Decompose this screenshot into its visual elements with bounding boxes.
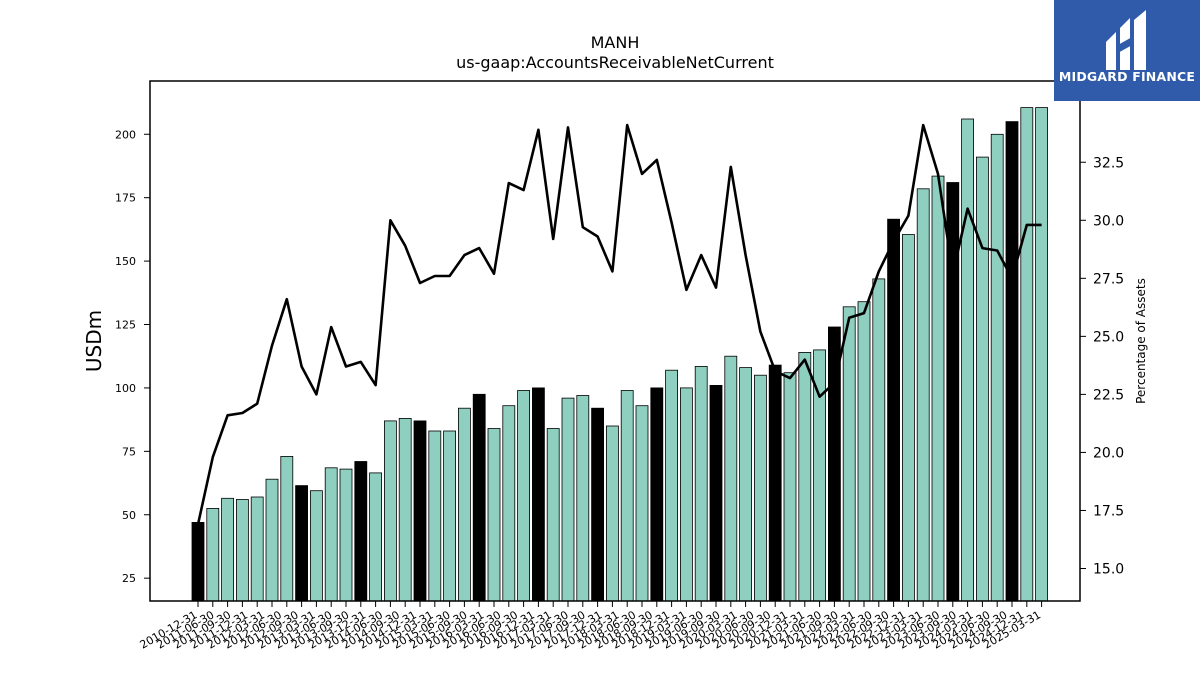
y-axis-left: 25 50 75 100 125 150 175 200 bbox=[115, 128, 150, 585]
bar bbox=[502, 405, 516, 602]
bar bbox=[383, 420, 397, 602]
y-tick-label: 75 bbox=[122, 445, 136, 458]
bar bbox=[872, 278, 886, 602]
y-tick-label: 175 bbox=[115, 192, 136, 205]
bar bbox=[191, 522, 205, 602]
bar bbox=[354, 461, 368, 602]
y-axis-label: USDm bbox=[82, 310, 106, 372]
y2-tick-label: 30.0 bbox=[1093, 213, 1124, 229]
bar bbox=[783, 372, 797, 602]
bar bbox=[472, 393, 486, 602]
bar bbox=[620, 390, 634, 602]
bar bbox=[487, 428, 501, 602]
bar bbox=[576, 395, 590, 602]
bar bbox=[680, 387, 693, 602]
bar bbox=[546, 428, 560, 602]
bar bbox=[309, 490, 323, 602]
bar-group bbox=[191, 107, 1048, 602]
bar bbox=[887, 218, 900, 602]
y-tick-label: 200 bbox=[115, 128, 136, 141]
bar bbox=[280, 455, 294, 602]
y-axis-right: 15.0 17.5 20.0 22.5 25.0 27.5 30.0 32.5 bbox=[1080, 155, 1124, 578]
bar bbox=[724, 355, 738, 602]
bar bbox=[798, 351, 812, 602]
bar bbox=[561, 397, 575, 602]
bar bbox=[398, 417, 412, 602]
plot-frame bbox=[149, 80, 1081, 602]
bar bbox=[1035, 107, 1048, 602]
bar bbox=[1005, 121, 1019, 602]
y-tick-label: 100 bbox=[115, 382, 136, 395]
bar bbox=[606, 425, 619, 602]
y2-tick-label: 27.5 bbox=[1093, 271, 1124, 287]
bar bbox=[694, 365, 708, 602]
bar bbox=[428, 430, 442, 602]
y2-axis-label: Percentage of Assets bbox=[1134, 278, 1148, 404]
bar bbox=[324, 467, 338, 602]
percentage-line bbox=[196, 123, 1042, 525]
bar bbox=[976, 156, 989, 602]
bar bbox=[443, 430, 457, 602]
bar bbox=[1020, 107, 1034, 602]
bar bbox=[206, 507, 220, 602]
y-tick-label: 50 bbox=[122, 509, 136, 522]
y-tick-label: 125 bbox=[115, 319, 136, 332]
y2-tick-label: 32.5 bbox=[1093, 155, 1124, 171]
y2-tick-label: 17.5 bbox=[1093, 503, 1124, 519]
bar bbox=[413, 420, 427, 602]
y-tick-label: 150 bbox=[115, 255, 136, 268]
bar bbox=[709, 384, 723, 602]
y2-tick-label: 22.5 bbox=[1093, 387, 1124, 403]
bar bbox=[857, 301, 871, 602]
bar bbox=[754, 374, 767, 602]
bar bbox=[339, 468, 353, 602]
bar bbox=[457, 407, 471, 602]
bar bbox=[517, 390, 530, 602]
bar bbox=[591, 407, 604, 602]
logo-text: MIDGARD FINANCE bbox=[1058, 69, 1196, 84]
bar bbox=[961, 118, 974, 602]
bar bbox=[250, 496, 264, 602]
bar bbox=[650, 387, 664, 602]
logo-mark-icon bbox=[1106, 10, 1146, 70]
bar bbox=[931, 175, 945, 602]
bar bbox=[635, 405, 649, 602]
bar bbox=[295, 485, 309, 602]
x-axis: 2010-12-312011-06-302011-09-302011-12-31… bbox=[138, 601, 1043, 652]
bar bbox=[265, 478, 279, 602]
bar bbox=[768, 364, 782, 602]
bar bbox=[842, 306, 856, 602]
y-tick-label: 25 bbox=[122, 572, 136, 585]
bar bbox=[532, 387, 545, 602]
chart-subtitle: us-gaap:AccountsReceivableNetCurrent bbox=[456, 53, 774, 72]
bar bbox=[235, 499, 249, 602]
bar bbox=[369, 472, 383, 602]
bar bbox=[665, 369, 678, 602]
y2-tick-label: 15.0 bbox=[1093, 562, 1124, 578]
y2-tick-label: 25.0 bbox=[1093, 329, 1124, 345]
bar bbox=[916, 188, 930, 602]
y2-tick-label: 20.0 bbox=[1093, 445, 1124, 461]
brand-logo: MIDGARD FINANCE bbox=[1054, 0, 1200, 101]
bar bbox=[990, 133, 1004, 602]
bar bbox=[902, 234, 915, 602]
chart-title: MANH bbox=[590, 33, 640, 52]
bar bbox=[739, 367, 752, 602]
bar bbox=[221, 497, 235, 602]
